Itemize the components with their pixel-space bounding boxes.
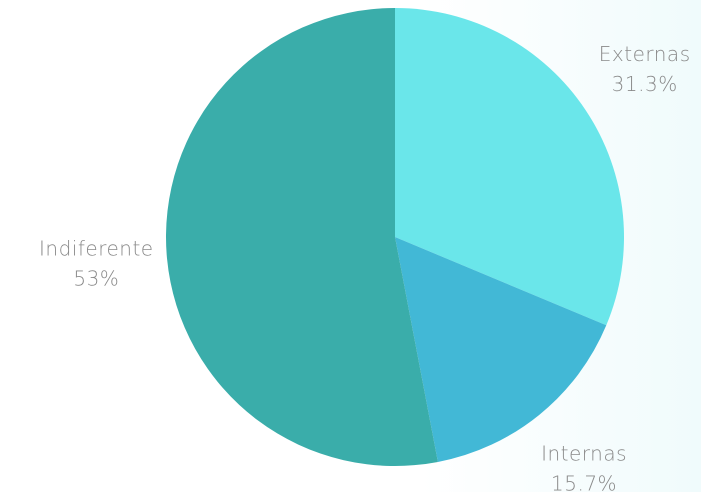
slice-value: 15.7%	[551, 471, 617, 492]
slice-label: Internas	[541, 441, 627, 465]
pie-slice	[165, 8, 438, 467]
pie-slice	[395, 237, 607, 462]
slice-label: Externas	[599, 42, 691, 66]
pie-slice	[395, 8, 624, 326]
slice-value: 31.3%	[612, 72, 678, 96]
slice-value: 53%	[73, 267, 119, 291]
slice-label: Indiferente	[39, 237, 154, 261]
